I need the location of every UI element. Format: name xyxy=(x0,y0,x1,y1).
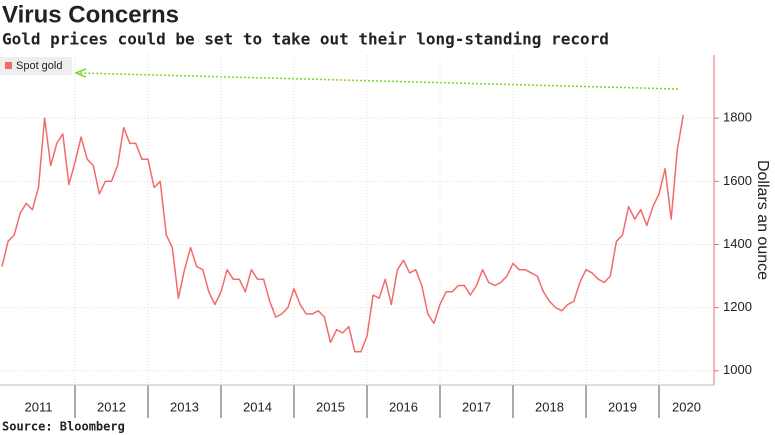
y-tick-label: 1400 xyxy=(723,236,752,251)
x-tick-label: 2020 xyxy=(672,399,701,414)
record-arrowhead xyxy=(73,68,87,78)
y-tick-label: 1600 xyxy=(723,173,752,188)
x-tick-label: 2013 xyxy=(170,399,199,414)
x-tick-label: 2018 xyxy=(535,399,564,414)
record-line xyxy=(79,72,679,90)
x-tick-label: 2017 xyxy=(462,399,491,414)
y-tick-label: 1200 xyxy=(723,299,752,314)
x-tick-label: 2011 xyxy=(25,399,53,414)
legend-label: Spot gold xyxy=(16,60,62,72)
x-tick-label: 2014 xyxy=(243,399,272,414)
y-tick-label: 1000 xyxy=(723,362,752,377)
y-axis-label: Dollars an ounce xyxy=(754,160,771,280)
x-tick-label: 2015 xyxy=(316,399,345,414)
chart-subtitle: Gold prices could be set to take out the… xyxy=(2,30,609,49)
chart-title: Virus Concerns xyxy=(2,1,179,28)
series-line xyxy=(1,114,685,353)
source: Source: Bloomberg xyxy=(2,420,125,434)
y-tick-label: 1800 xyxy=(723,110,752,125)
legend-bg xyxy=(0,57,72,75)
legend-swatch xyxy=(5,62,12,69)
x-tick-label: 2016 xyxy=(389,399,418,414)
x-tick-label: 2019 xyxy=(608,399,637,414)
x-tick-label: 2012 xyxy=(97,399,126,414)
